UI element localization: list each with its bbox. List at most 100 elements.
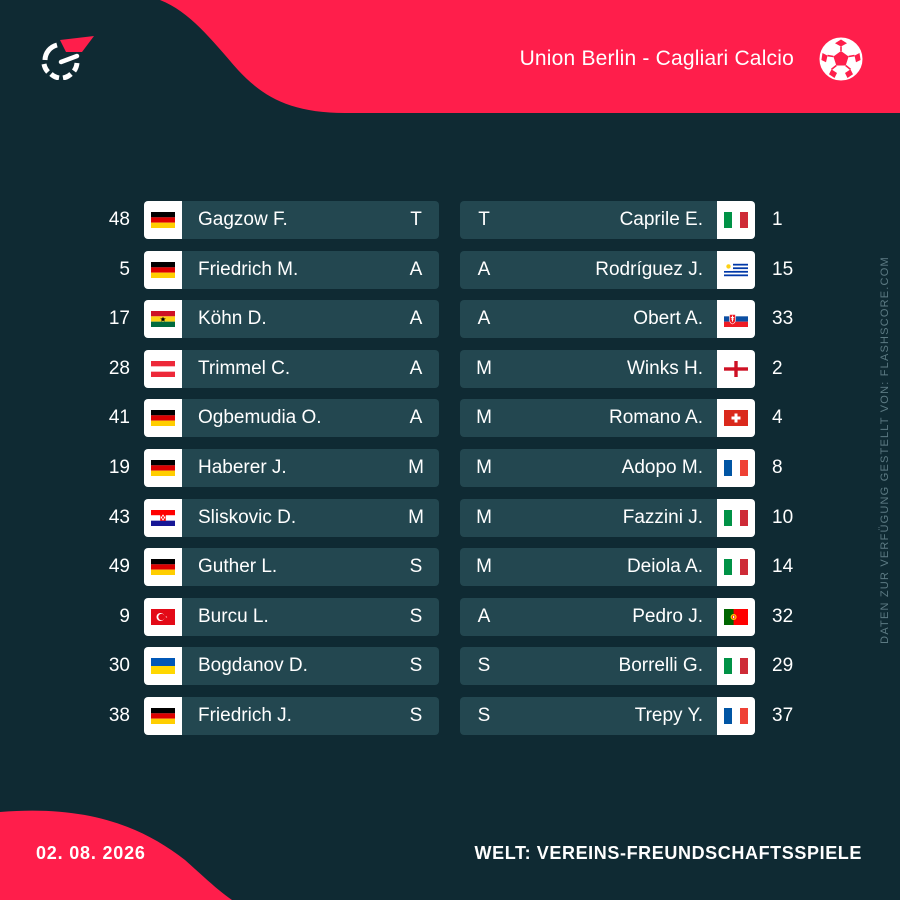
away-player-flag bbox=[717, 597, 755, 636]
flag-italy-icon bbox=[724, 212, 748, 228]
flag-switzerland-icon bbox=[724, 410, 748, 427]
match-date: 02. 08. 2026 bbox=[36, 843, 146, 863]
away-player-position: A bbox=[477, 258, 491, 280]
lineup-row: 43 Sliskovic D. M M Fazzini J. 10 bbox=[0, 498, 900, 549]
away-player-bar: M Fazzini J. bbox=[460, 498, 755, 537]
away-player-number: 15 bbox=[772, 258, 794, 280]
away-player-bar: A Rodríguez J. bbox=[460, 250, 755, 289]
away-player-bar: M Winks H. bbox=[460, 349, 755, 388]
away-player-bar: M Romano A. bbox=[460, 399, 755, 438]
away-player-bar: M Deiola A. bbox=[460, 548, 755, 587]
away-player-name: Trepy Y. bbox=[634, 704, 703, 726]
away-player-position: M bbox=[476, 357, 492, 379]
home-player-name: Köhn D. bbox=[198, 308, 267, 330]
home-player-position: M bbox=[408, 506, 424, 528]
home-player-number: 5 bbox=[119, 258, 130, 280]
away-player-position: A bbox=[477, 308, 491, 330]
competition-name: WELT: VEREINS-FREUNDSCHAFTSSPIELE bbox=[474, 843, 862, 863]
away-player-flag bbox=[717, 349, 755, 388]
home-player-bar: Köhn D. A bbox=[144, 300, 439, 339]
flag-ghana-icon bbox=[151, 311, 175, 328]
flag-uruguay-icon bbox=[724, 261, 748, 278]
home-player-number: 30 bbox=[108, 655, 130, 677]
home-player-flag bbox=[144, 498, 182, 537]
away-player-number: 32 bbox=[772, 605, 794, 627]
home-player-bar: Bogdanov D. S bbox=[144, 647, 439, 686]
lineup-row: 5 Friedrich M. A A Rodríguez J. 15 bbox=[0, 250, 900, 301]
flag-france-icon bbox=[724, 459, 748, 476]
home-player-flag bbox=[144, 250, 182, 289]
lineup-row: 49 Guther L. S M Deiola A. 14 bbox=[0, 548, 900, 598]
flag-slovakia-icon bbox=[724, 311, 748, 328]
flag-italy-icon bbox=[724, 559, 748, 576]
away-player-bar: A Pedro J. bbox=[460, 597, 755, 636]
home-player-name: Trimmel C. bbox=[198, 357, 291, 379]
flag-germany-icon bbox=[151, 707, 175, 724]
away-player-name: Obert A. bbox=[633, 308, 703, 330]
away-player-position: M bbox=[476, 407, 492, 429]
away-player-number: 14 bbox=[772, 556, 794, 578]
flag-croatia-icon bbox=[151, 509, 175, 526]
home-player-flag bbox=[144, 597, 182, 636]
flag-germany-icon bbox=[151, 559, 175, 576]
flag-germany-icon bbox=[151, 410, 175, 427]
lineup-row: 9 Burcu L. S A Pedro J. 32 bbox=[0, 597, 900, 648]
away-player-name: Borrelli G. bbox=[618, 655, 703, 677]
home-player-flag bbox=[144, 349, 182, 388]
home-player-position: A bbox=[409, 258, 423, 280]
home-player-number: 28 bbox=[108, 357, 130, 379]
home-player-number: 41 bbox=[108, 407, 130, 429]
home-player-number: 43 bbox=[108, 506, 130, 528]
home-player-flag bbox=[144, 448, 182, 487]
away-player-bar: A Obert A. bbox=[460, 300, 755, 339]
home-player-position: S bbox=[409, 556, 423, 578]
flag-italy-icon bbox=[724, 509, 748, 526]
lineup-row: 30 Bogdanov D. S S Borrelli G. 29 bbox=[0, 647, 900, 697]
home-player-flag bbox=[144, 201, 182, 239]
away-player-position: M bbox=[476, 456, 492, 478]
home-player-name: Burcu L. bbox=[198, 605, 269, 627]
away-player-flag bbox=[717, 300, 755, 339]
home-player-flag bbox=[144, 696, 182, 735]
lineup-row: 28 Trimmel C. A M Winks H. 2 bbox=[0, 349, 900, 400]
away-player-flag bbox=[717, 399, 755, 438]
home-player-bar: Guther L. S bbox=[144, 548, 439, 587]
away-player-name: Winks H. bbox=[627, 357, 703, 379]
home-player-position: S bbox=[409, 704, 423, 726]
home-player-number: 9 bbox=[119, 605, 130, 627]
home-player-position: M bbox=[408, 456, 424, 478]
flag-turkey-icon bbox=[151, 608, 175, 625]
away-player-name: Pedro J. bbox=[632, 605, 703, 627]
away-player-position: S bbox=[477, 704, 491, 726]
lineup-row: 38 Friedrich J. S S Trepy Y. 37 bbox=[0, 696, 900, 747]
away-player-name: Rodríguez J. bbox=[595, 258, 703, 280]
home-player-number: 49 bbox=[108, 556, 130, 578]
away-player-flag bbox=[717, 448, 755, 487]
home-player-name: Haberer J. bbox=[198, 456, 287, 478]
flag-germany-icon bbox=[151, 212, 175, 228]
home-player-number: 38 bbox=[108, 704, 130, 726]
away-player-name: Deiola A. bbox=[626, 556, 703, 578]
home-player-name: Bogdanov D. bbox=[198, 655, 308, 677]
home-player-position: A bbox=[409, 357, 423, 379]
flag-germany-icon bbox=[151, 459, 175, 476]
home-player-bar: Burcu L. S bbox=[144, 597, 439, 636]
home-player-position: S bbox=[409, 655, 423, 677]
match-title: Union Berlin - Cagliari Calcio bbox=[519, 47, 794, 70]
away-player-position: M bbox=[476, 556, 492, 578]
away-player-number: 29 bbox=[772, 655, 794, 677]
away-player-name: Romano A. bbox=[609, 407, 703, 429]
home-player-bar: Gagzow F. T bbox=[144, 201, 439, 239]
lineup-row: 41 Ogbemudia O. A M Romano A. 4 bbox=[0, 399, 900, 449]
home-player-position: T bbox=[410, 209, 422, 230]
home-player-bar: Sliskovic D. M bbox=[144, 498, 439, 537]
lineups-table: 48 Gagzow F. T T Caprile E. 1 5 Friedrich M. A A R… bbox=[0, 201, 900, 747]
flag-ukraine-icon bbox=[151, 658, 175, 675]
home-player-name: Friedrich J. bbox=[198, 704, 292, 726]
away-player-number: 37 bbox=[772, 704, 794, 726]
flag-germany-icon bbox=[151, 261, 175, 278]
away-player-flag bbox=[717, 647, 755, 686]
away-player-name: Fazzini J. bbox=[622, 506, 703, 528]
home-player-number: 19 bbox=[108, 456, 130, 478]
